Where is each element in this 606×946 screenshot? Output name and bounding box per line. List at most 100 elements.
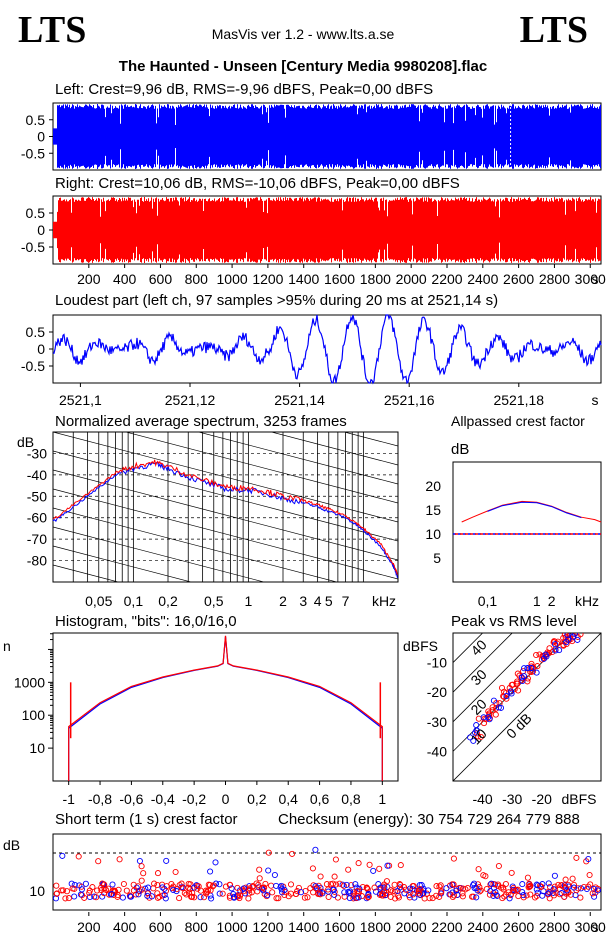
crest-diagonal: [453, 633, 601, 781]
crest-y-tick-label: 15: [425, 502, 441, 518]
short-term-ylabel-text: dB: [3, 837, 20, 853]
histogram-y-tick-label: 100: [22, 707, 46, 723]
short-term-point-blue: [86, 893, 93, 901]
short-term-point-red: [95, 858, 102, 865]
short-term-point-red: [265, 849, 272, 856]
peak-rms-point-blue: [542, 651, 549, 658]
spectrum-x-tick-label: 4: [314, 593, 322, 609]
short-term-point-red: [136, 888, 143, 895]
time-x-tick-label: 2000: [396, 271, 427, 287]
short-term-point-blue: [355, 894, 362, 901]
short-term-point-red: [345, 866, 352, 873]
short-term-point-blue: [539, 892, 546, 899]
spectrum-x-tick-label: kHz: [372, 593, 396, 609]
short-term-point-red: [514, 886, 521, 893]
short-term-point-red: [62, 895, 69, 902]
short-term-point-red: [498, 884, 505, 891]
short-term-point-red: [226, 894, 233, 901]
short-term-x-tick-label: 1800: [360, 919, 391, 935]
short-term-point-red: [589, 890, 596, 897]
short-term-point-red: [438, 889, 445, 896]
short-term-point-red: [120, 880, 127, 888]
crest-title: Allpassed crest factor: [451, 413, 585, 429]
short-term-point-red: [499, 895, 506, 902]
short-term-point-red: [256, 875, 263, 882]
loudest-x-tick-label: 2521,18: [493, 392, 544, 408]
short-term-x-tick-label: 600: [149, 919, 173, 935]
short-term-point-blue: [570, 884, 578, 891]
y-tick-label: -0.5: [21, 239, 45, 255]
short-term-point-red: [78, 883, 85, 890]
spectrum-x-tick-label: 0,05: [85, 593, 112, 609]
short-term-point-red: [524, 874, 531, 881]
short-term-point-blue: [119, 894, 126, 901]
loudest-y-tick-label: 0: [37, 341, 45, 357]
time-x-tick-label: 400: [113, 271, 137, 287]
short-term-point-blue: [551, 872, 558, 879]
short-term-point-blue: [534, 889, 541, 896]
grid-line: [53, 507, 339, 582]
short-term-point-blue: [271, 871, 278, 879]
y-tick-label: -0.5: [21, 145, 45, 161]
histogram-x-tick-label: -0,2: [182, 791, 206, 807]
histogram-title: Histogram, "bits": 16,0/16,0: [55, 613, 237, 630]
loudest-x-tick-label: 2521,14: [274, 392, 325, 408]
short-term-point-red: [325, 893, 332, 901]
short-term-point-blue: [370, 867, 377, 874]
short-term-point-red: [130, 887, 137, 894]
peak-rms-y-tick-label: -30: [427, 714, 447, 730]
peak-rms-point-red: [551, 638, 558, 645]
crest-frame: [452, 461, 602, 583]
short-term-x-tick-label: 400: [113, 919, 137, 935]
spectrum-y-tick-label: -30: [27, 445, 47, 461]
peak-rms-point-blue: [508, 688, 515, 695]
histogram-y-tick-label: 1000: [14, 674, 45, 690]
crest-diagonal: [453, 633, 543, 723]
short-term-x-tick-label: 2200: [431, 919, 462, 935]
short-term-point-red: [354, 888, 361, 895]
short-term-point-blue: [170, 886, 177, 893]
diagonal-label: 10: [467, 725, 489, 747]
loudest-x-tick-label: 2521,12: [165, 392, 216, 408]
diagonal-label: 0 dB: [503, 710, 535, 742]
short-term-point-red: [469, 893, 476, 900]
short-term-point-red: [508, 869, 515, 876]
short-term-point-red: [195, 883, 202, 890]
short-term-point-blue: [420, 885, 427, 892]
short-term-point-red: [312, 885, 320, 892]
short-term-x-tick-label: 1000: [217, 919, 248, 935]
short-term-point-red: [249, 883, 256, 890]
crest-series-blue: [487, 501, 582, 519]
short-term-point-red: [176, 895, 183, 902]
short-term-point-blue: [339, 881, 346, 888]
spectrum-ylabel: dB: [451, 441, 470, 458]
crest-diagonal: [453, 633, 484, 663]
short-term-point-red: [240, 888, 247, 895]
short-term-point-red: [275, 895, 282, 902]
histogram-series-blue: [68, 636, 383, 781]
peak-rms-point-red: [509, 681, 516, 688]
short-term-point-red: [459, 885, 467, 892]
short-term-point-blue: [108, 891, 115, 898]
short-term-point-blue: [142, 885, 149, 892]
histogram-x-tick-label: -0,4: [151, 791, 175, 807]
short-term-point-blue: [136, 857, 143, 865]
short-term-point-red: [317, 873, 324, 880]
short-term-point-blue: [281, 886, 288, 893]
spectrum-y-tick-label: -60: [27, 510, 47, 526]
short-term-point-blue: [365, 890, 372, 897]
short-term-point-blue: [228, 885, 235, 892]
short-term-point-red: [486, 891, 493, 898]
short-term-point-red: [531, 894, 539, 901]
peak-rms-y-tick-label: -40: [427, 743, 447, 759]
logo-left: LTS: [18, 9, 87, 51]
short-term-point-red: [109, 887, 116, 894]
short-term-point-red: [69, 885, 76, 892]
peak-rms-point-blue: [470, 737, 477, 744]
short-term-point-red: [302, 887, 309, 895]
short-term-point-red: [154, 890, 161, 897]
right-waveform-title: Right: Crest=10,06 dB, RMS=-10,06 dBFS, …: [55, 175, 460, 192]
spectrum-y-tick-label: -50: [27, 488, 47, 504]
short-term-point-red: [555, 881, 562, 888]
